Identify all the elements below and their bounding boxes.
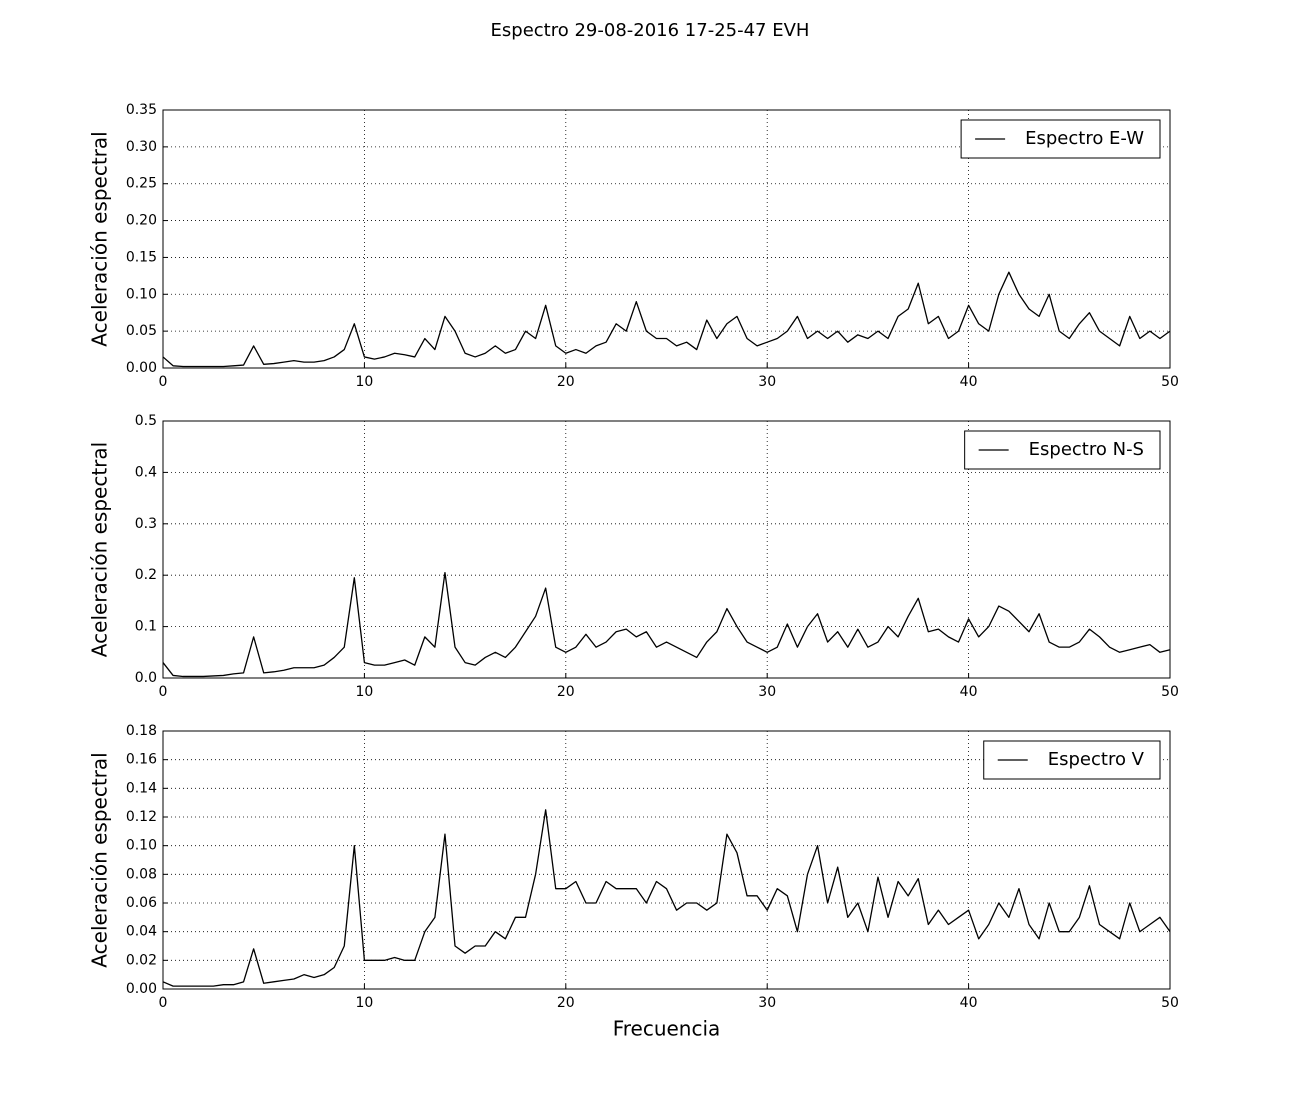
- y-tick-label: 0.5: [135, 413, 157, 429]
- x-tick-label: 30: [758, 374, 776, 390]
- y-tick-label: 0.4: [135, 464, 157, 480]
- x-tick-label: 50: [1161, 684, 1179, 700]
- x-tick-label: 10: [355, 995, 373, 1011]
- y-tick-label: 0.20: [126, 213, 157, 229]
- x-tick-label: 50: [1161, 374, 1179, 390]
- y-tick-label: 0.25: [126, 176, 157, 192]
- legend: Espectro V: [983, 740, 1161, 780]
- x-tick-label: 0: [159, 995, 168, 1011]
- x-tick-label: 40: [960, 995, 978, 1011]
- y-tick-label: 0.14: [126, 780, 157, 796]
- spectrum-line: [162, 271, 1171, 368]
- x-tick-label: 40: [960, 684, 978, 700]
- y-tick-label: 0.30: [126, 139, 157, 155]
- x-tick-label: 50: [1161, 995, 1179, 1011]
- y-tick-label: 0.10: [126, 838, 157, 854]
- legend-label: Espectro N-S: [1029, 439, 1144, 460]
- x-tick-label: 0: [159, 374, 168, 390]
- x-tick-label: 0: [159, 684, 168, 700]
- x-tick-label: 30: [758, 995, 776, 1011]
- plot-frame: [162, 730, 1171, 990]
- plot-frame: [162, 420, 1171, 679]
- y-tick-label: 0.10: [126, 286, 157, 302]
- y-tick-label: 0.02: [126, 952, 157, 968]
- legend-label: Espectro E-W: [1025, 128, 1144, 149]
- y-tick-label: 0.0: [135, 670, 157, 686]
- y-tick-label: 0.05: [126, 323, 157, 339]
- x-tick-label: 20: [557, 374, 575, 390]
- x-tick-label: 20: [557, 684, 575, 700]
- y-tick-label: 0.1: [135, 619, 157, 635]
- y-tick-label: 0.16: [126, 752, 157, 768]
- x-tick-label: 10: [355, 374, 373, 390]
- y-tick-label: 0.04: [126, 924, 157, 940]
- legend: Espectro N-S: [964, 430, 1161, 470]
- y-axis-label: Aceleración espectral: [88, 752, 112, 967]
- y-tick-label: 0.15: [126, 249, 157, 265]
- x-tick-label: 20: [557, 995, 575, 1011]
- spectrum-line: [162, 571, 1171, 678]
- y-axis-label: Aceleración espectral: [88, 131, 112, 346]
- y-tick-label: 0.08: [126, 866, 157, 882]
- y-tick-label: 0.06: [126, 895, 157, 911]
- x-tick-label: 30: [758, 684, 776, 700]
- y-tick-label: 0.2: [135, 567, 157, 583]
- y-tick-label: 0.3: [135, 516, 157, 532]
- spectrum-line: [162, 809, 1171, 987]
- y-tick-label: 0.18: [126, 723, 157, 739]
- y-tick-label: 0.00: [126, 360, 157, 376]
- y-axis-label: Aceleración espectral: [88, 442, 112, 657]
- y-tick-label: 0.00: [126, 981, 157, 997]
- legend: Espectro E-W: [960, 119, 1161, 159]
- y-tick-label: 0.12: [126, 809, 157, 825]
- figure-title: Espectro 29-08-2016 17-25-47 EVH: [491, 20, 810, 41]
- x-tick-label: 40: [960, 374, 978, 390]
- x-tick-label: 10: [355, 684, 373, 700]
- legend-label: Espectro V: [1048, 749, 1145, 770]
- x-axis-label: Frecuencia: [613, 1017, 721, 1041]
- plot-frame: [162, 109, 1171, 369]
- y-tick-label: 0.35: [126, 102, 157, 118]
